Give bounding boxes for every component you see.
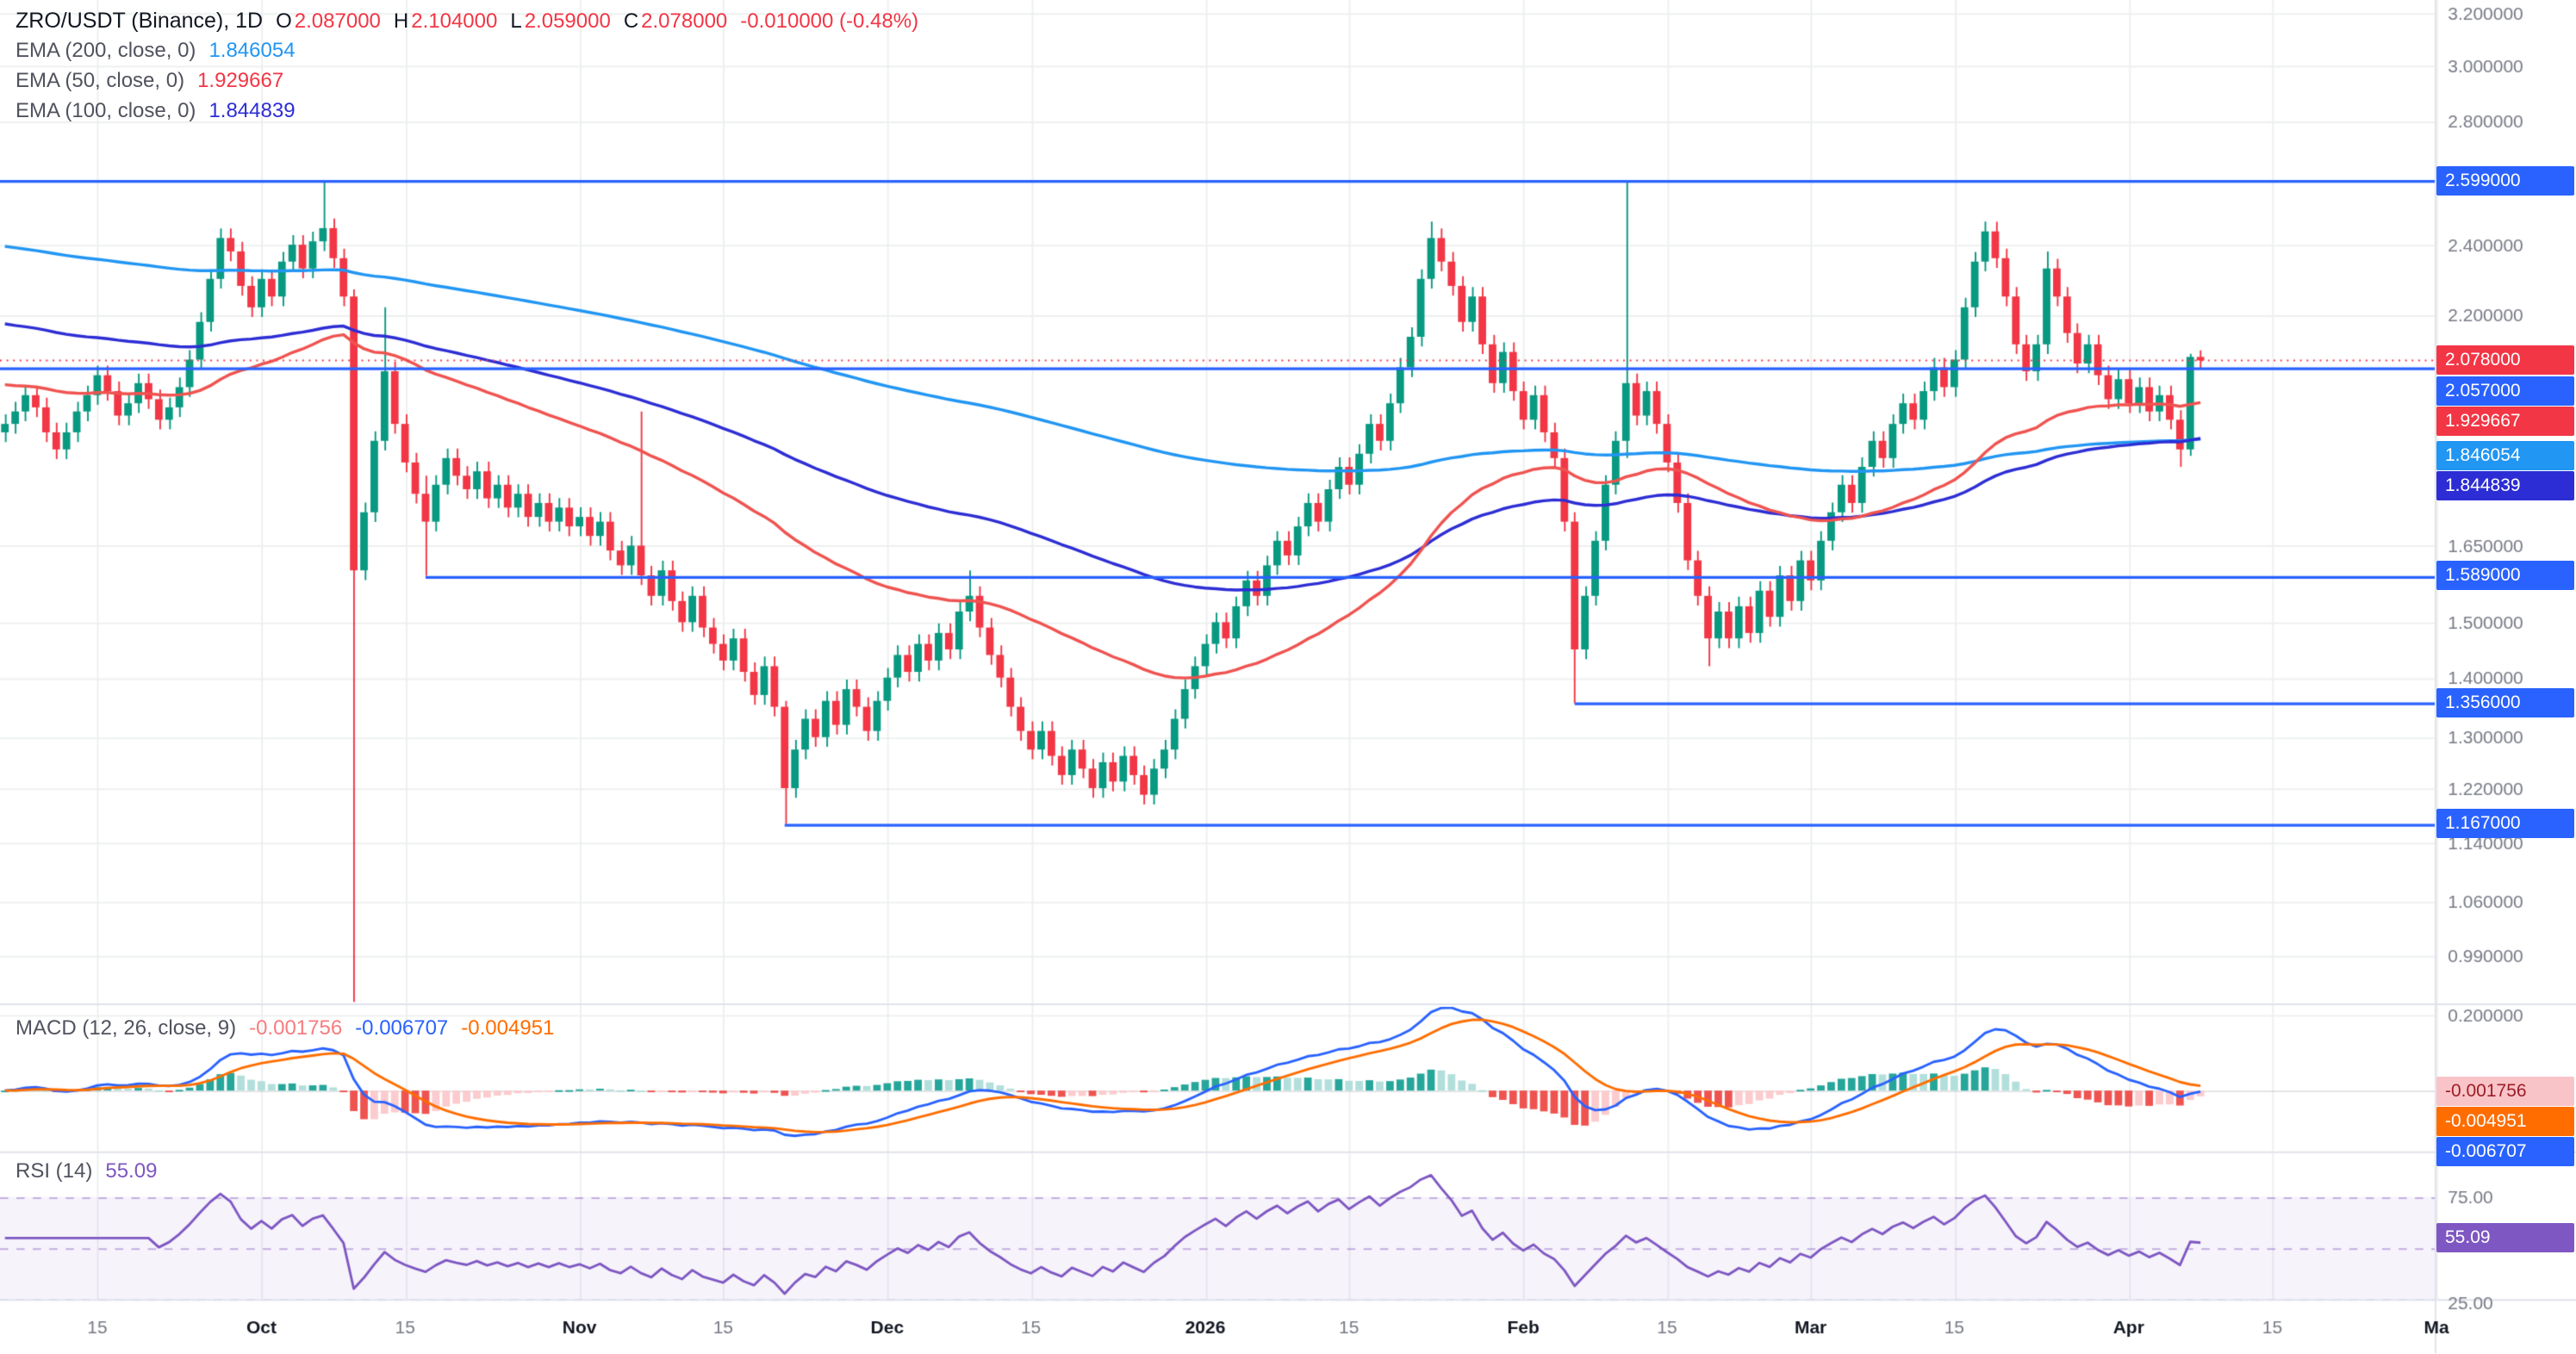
- ohlc-low: L 2.059000: [510, 9, 610, 34]
- rsi-pane[interactable]: [0, 1153, 2435, 1300]
- price-badge-ema200: 1.846054: [2436, 441, 2574, 470]
- ohlc-low-key: L: [510, 9, 522, 33]
- change-value: -0.010000 (-0.48%): [740, 9, 919, 33]
- ema50-row: EMA (50, close, 0) 1.929667: [16, 69, 918, 99]
- ohlc-close-key: C: [623, 9, 639, 33]
- macd-badge-hist: -0.001756: [2436, 1077, 2574, 1106]
- ema100-label[interactable]: EMA (100, close, 0): [16, 99, 196, 122]
- macd-hist-value: -0.001756: [249, 1016, 343, 1040]
- ema50-value: 1.929667: [197, 69, 284, 92]
- ohlc-close: C 2.078000: [624, 9, 727, 34]
- ema200-row: EMA (200, close, 0) 1.846054: [16, 39, 918, 69]
- symbol-row: ZRO/USDT (Binance), 1D O 2.087000 H 2.1040…: [16, 9, 918, 39]
- ohlc-high: H 2.104000: [394, 9, 497, 34]
- macd-badge-signal: -0.004951: [2436, 1107, 2574, 1136]
- ema50-label[interactable]: EMA (50, close, 0): [16, 69, 185, 92]
- rsi-row: RSI (14) 55.09: [16, 1159, 157, 1189]
- ema100-value: 1.844839: [208, 99, 296, 122]
- price-badge-last: 2.078000: [2436, 345, 2574, 375]
- ohlc-open-value: 2.087000: [294, 9, 381, 33]
- price-pane[interactable]: [0, 0, 2435, 1004]
- price-pane-legend: ZRO/USDT (Binance), 1D O 2.087000 H 2.1040…: [16, 9, 918, 129]
- ohlc-close-value: 2.078000: [641, 9, 728, 33]
- ohlc-open: O 2.087000: [276, 9, 381, 34]
- rsi-pane-legend: RSI (14) 55.09: [16, 1159, 157, 1189]
- rsi-badge: 55.09: [2436, 1223, 2574, 1252]
- ema100-row: EMA (100, close, 0) 1.844839: [16, 99, 918, 129]
- ema200-label[interactable]: EMA (200, close, 0): [16, 39, 196, 62]
- price-badge-level-1589: 1.589000: [2436, 561, 2574, 590]
- rsi-label[interactable]: RSI (14): [16, 1159, 93, 1183]
- price-badge-level-1356: 1.356000: [2436, 688, 2574, 717]
- macd-signal-value: -0.004951: [461, 1016, 555, 1040]
- macd-line-value: -0.006707: [355, 1016, 449, 1040]
- rsi-value: 55.09: [105, 1159, 158, 1183]
- macd-row: MACD (12, 26, close, 9) -0.001756 -0.006…: [16, 1016, 554, 1047]
- ohlc-open-key: O: [276, 9, 292, 33]
- symbol-title[interactable]: ZRO/USDT (Binance), 1D: [16, 9, 264, 33]
- price-badge-level-2599: 2.599000: [2436, 166, 2574, 196]
- ohlc-high-key: H: [393, 9, 409, 33]
- ema200-value: 1.846054: [208, 39, 296, 62]
- price-badge-ema50: 1.929667: [2436, 407, 2574, 436]
- macd-label[interactable]: MACD (12, 26, close, 9): [16, 1016, 237, 1040]
- price-badge-level-1167: 1.167000: [2436, 809, 2574, 838]
- time-axis[interactable]: [0, 1301, 2576, 1354]
- ohlc-low-value: 2.059000: [524, 9, 611, 33]
- price-badge-ema100: 1.844839: [2436, 471, 2574, 500]
- ohlc-high-value: 2.104000: [411, 9, 498, 33]
- macd-badge-macd: -0.006707: [2436, 1137, 2574, 1166]
- price-badge-level-2057: 2.057000: [2436, 376, 2574, 406]
- macd-pane-legend: MACD (12, 26, close, 9) -0.001756 -0.006…: [16, 1016, 554, 1047]
